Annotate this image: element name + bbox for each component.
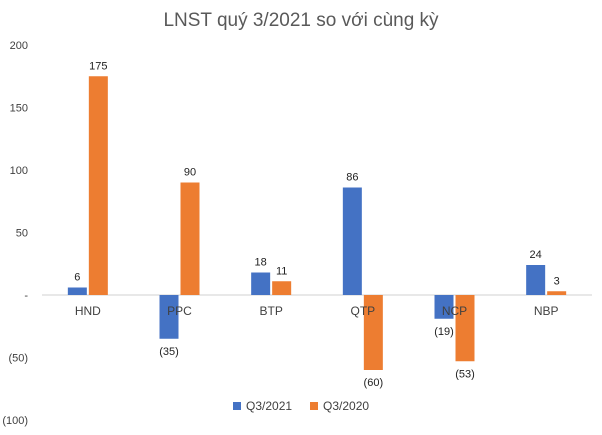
bar-q3-2020-ppc: [180, 182, 200, 295]
category-label-nbp: NBP: [534, 304, 559, 318]
legend: Q3/2021 Q3/2020: [233, 399, 369, 413]
y-axis: 200 150 100 50 - (50) (100): [2, 40, 28, 427]
bars: [67, 76, 567, 370]
category-label-qtp: QTP: [350, 304, 375, 318]
y-tick-label: 50: [16, 228, 28, 240]
chart-title: LNST quý 3/2021 so với cùng kỳ: [163, 10, 439, 31]
data-label: 3: [554, 275, 560, 287]
data-label: (53): [455, 368, 475, 380]
bar-q3-2021-btp: [251, 272, 271, 295]
legend-label: Q3/2020: [323, 399, 369, 413]
data-label: 11: [276, 265, 287, 277]
bar-q3-2021-nbp: [526, 265, 546, 295]
data-label: 86: [346, 172, 358, 184]
legend-swatch: [310, 402, 318, 410]
bar-q3-2020-qtp: [363, 295, 383, 370]
category-labels: HND PPC BTP QTP NCP NBP: [75, 304, 559, 318]
data-label: (19): [434, 326, 454, 338]
bar-q3-2021-ppc: [159, 295, 179, 339]
data-label: 175: [89, 60, 107, 72]
y-tick-label: -: [24, 290, 28, 302]
data-label: 6: [74, 272, 80, 284]
bar-q3-2021-ncp: [434, 295, 454, 319]
data-label: (60): [364, 377, 384, 389]
data-label: 90: [184, 167, 196, 179]
category-label-hnd: HND: [75, 304, 101, 318]
legend-swatch: [233, 402, 241, 410]
bar-q3-2021-hnd: [67, 287, 87, 295]
data-label: 24: [530, 249, 542, 261]
category-label-btp: BTP: [259, 304, 282, 318]
bar-q3-2020-btp: [272, 281, 292, 295]
data-label: (35): [159, 346, 179, 358]
data-labels: 6 175 (35) 90 18 11 86 (60) (19) (53) 24 3: [74, 60, 559, 389]
category-label-ncp: NCP: [442, 304, 467, 318]
data-label: 18: [255, 257, 267, 269]
bar-q3-2020-nbp: [547, 291, 567, 295]
y-tick-label: 100: [10, 165, 28, 177]
y-tick-label: (50): [8, 353, 28, 365]
bar-q3-2021-qtp: [342, 187, 362, 295]
y-tick-label: (100): [2, 415, 28, 427]
category-label-ppc: PPC: [167, 304, 192, 318]
bar-q3-2020-ncp: [455, 295, 475, 362]
y-tick-label: 150: [10, 103, 28, 115]
y-tick-label: 200: [10, 40, 28, 52]
bar-q3-2020-hnd: [88, 76, 108, 295]
legend-label: Q3/2021: [246, 399, 292, 413]
